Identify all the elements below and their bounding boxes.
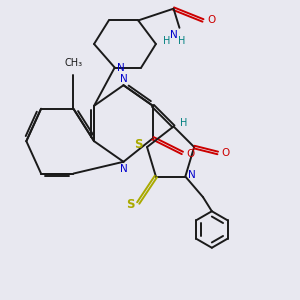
Text: N: N — [117, 63, 125, 73]
Text: CH₃: CH₃ — [64, 58, 82, 68]
Text: O: O — [222, 148, 230, 158]
Text: O: O — [187, 149, 195, 159]
Text: H: H — [178, 36, 185, 46]
Text: N: N — [170, 30, 178, 40]
Text: S: S — [126, 198, 134, 211]
Text: N: N — [188, 170, 196, 180]
Text: H: H — [164, 36, 171, 46]
Text: N: N — [120, 164, 128, 174]
Text: H: H — [180, 118, 188, 128]
Text: N: N — [120, 74, 128, 84]
Text: O: O — [207, 15, 215, 26]
Text: S: S — [135, 138, 143, 151]
